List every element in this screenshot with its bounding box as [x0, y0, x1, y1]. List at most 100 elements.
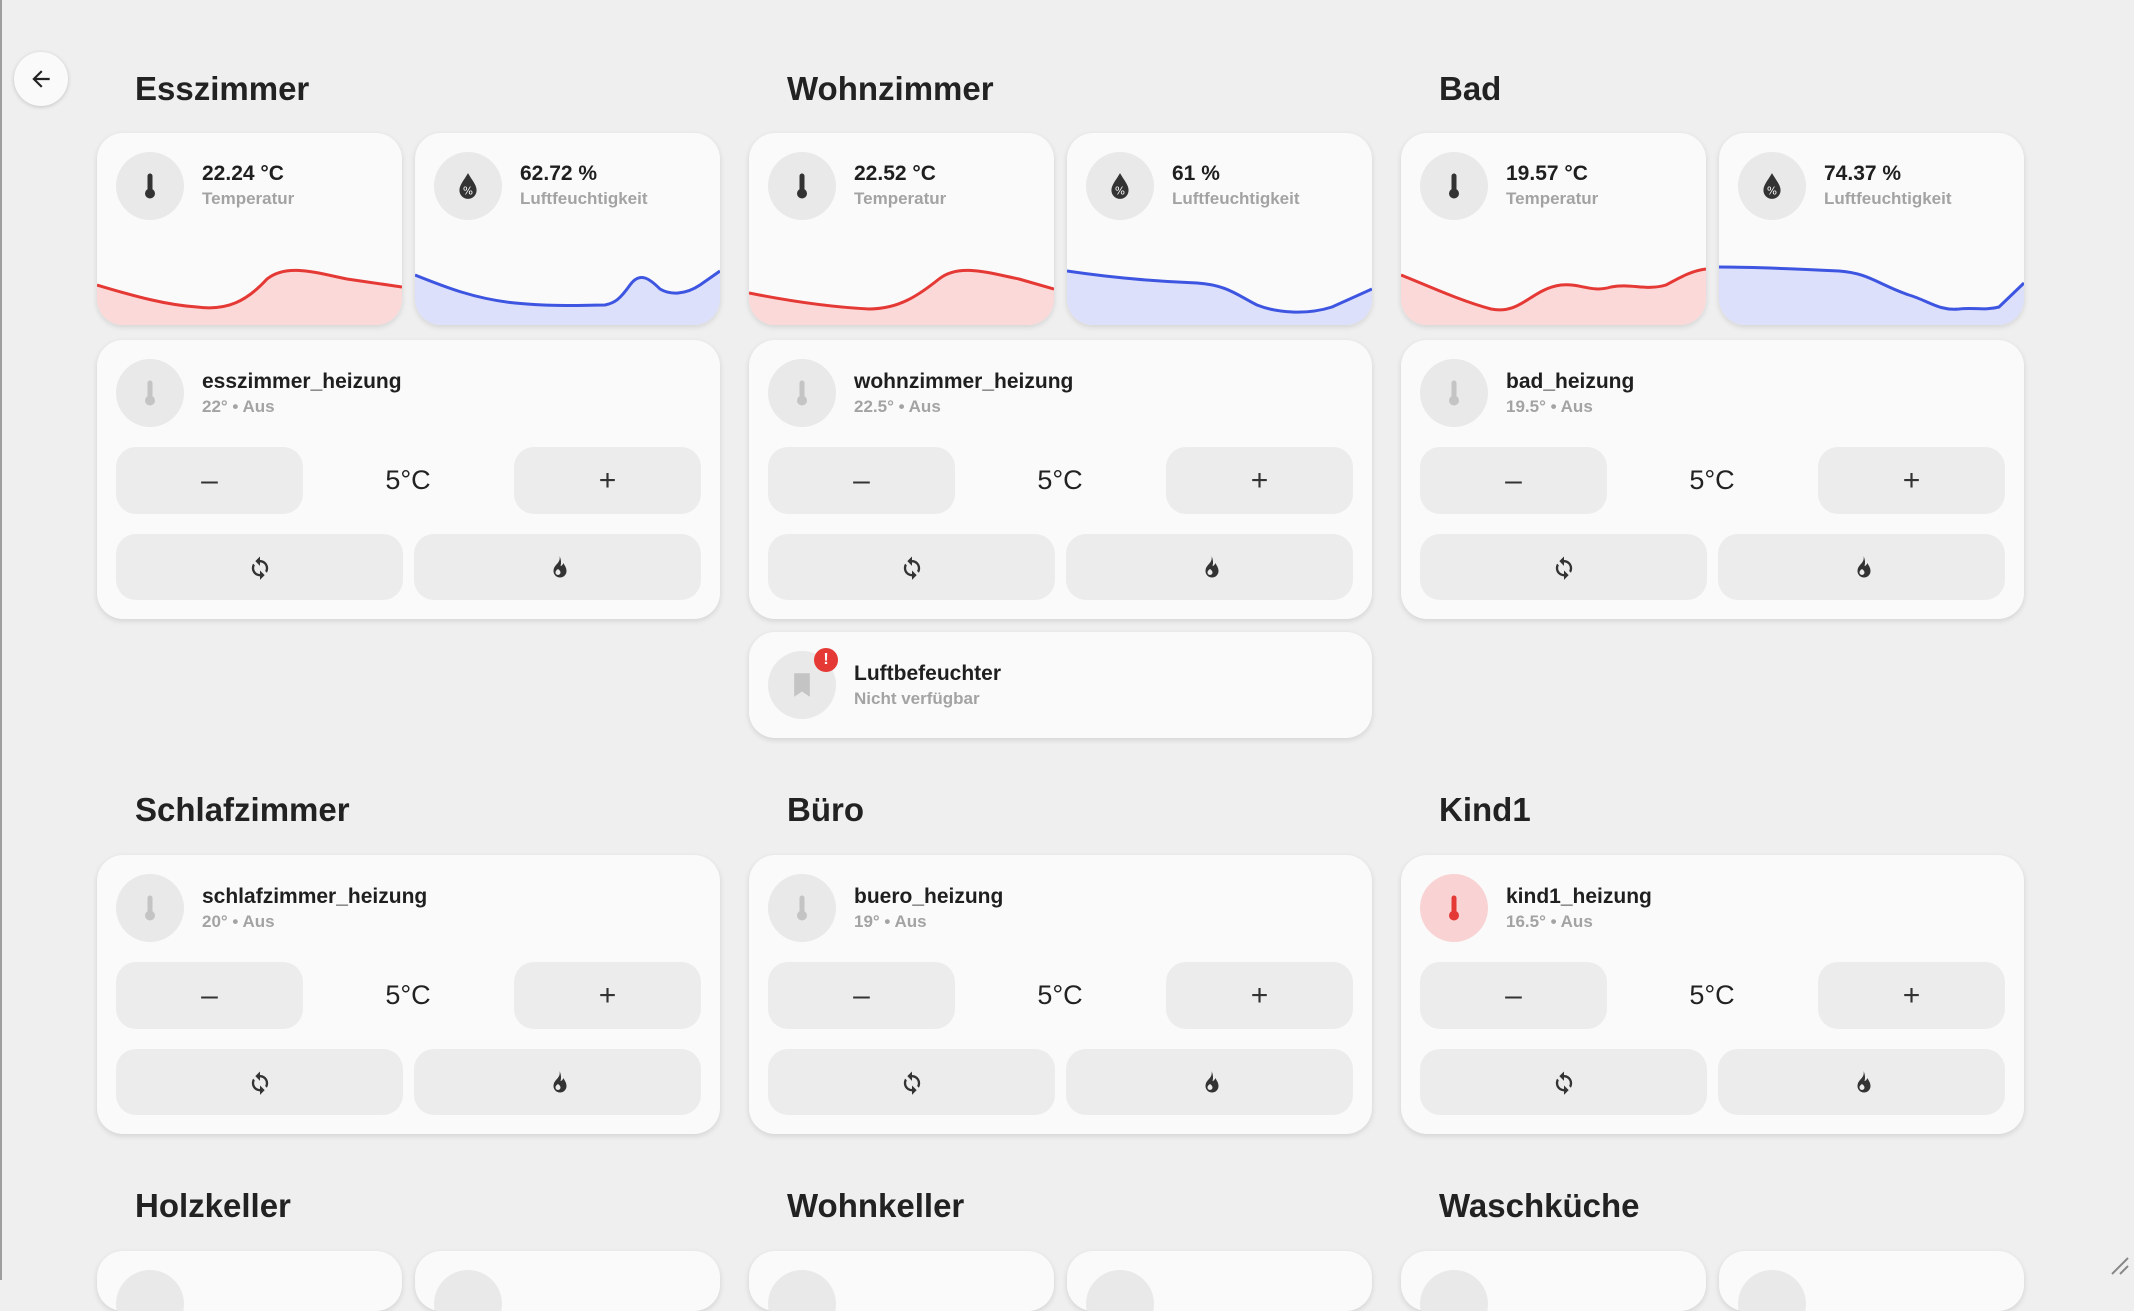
humidity-sparkline	[1067, 269, 1372, 325]
mode-auto-button[interactable]	[116, 534, 403, 600]
mode-auto-button[interactable]	[768, 1049, 1055, 1115]
increase-button[interactable]: +	[1166, 962, 1353, 1029]
decrease-button[interactable]: –	[1420, 447, 1607, 514]
thermostat-card-wohnzimmer[interactable]: wohnzimmer_heizung 22.5° • Aus – 5°C +	[749, 340, 1372, 619]
refresh-icon	[1555, 556, 1572, 580]
back-button[interactable]	[14, 52, 68, 106]
thermometer-icon	[116, 359, 184, 427]
thermostat-state: 19° • Aus	[854, 912, 927, 931]
thermostat-state: 22° • Aus	[202, 397, 275, 416]
wohnkeller-sensor-card[interactable]	[1067, 1251, 1372, 1311]
thermometer-icon	[768, 874, 836, 942]
temperature-sensor-card[interactable]: 22.52 °C Temperatur	[749, 133, 1054, 325]
mode-auto-button[interactable]	[768, 534, 1055, 600]
target-temperature: 5°C	[385, 980, 431, 1010]
waschkueche-sensor-card[interactable]	[1719, 1251, 2024, 1311]
increase-button[interactable]: +	[514, 447, 701, 514]
holzkeller-sensor-card[interactable]	[97, 1251, 402, 1311]
holzkeller-sensor-card[interactable]	[415, 1251, 720, 1311]
fire-icon	[1205, 556, 1218, 578]
thermostat-card-buero[interactable]: buero_heizung 19° • Aus – 5°C +	[749, 855, 1372, 1134]
humidity-sparkline	[415, 269, 720, 325]
thermometer-icon	[768, 152, 836, 220]
water-percent-icon: %	[1738, 152, 1806, 220]
fire-icon	[1857, 556, 1870, 578]
decrease-button[interactable]: –	[1420, 962, 1607, 1029]
humidity-sparkline	[1719, 265, 2024, 325]
refresh-icon	[1555, 1071, 1572, 1095]
thermostat-card-bad[interactable]: bad_heizung 19.5° • Aus – 5°C +	[1401, 340, 2024, 619]
window-left-edge	[0, 0, 2, 1280]
mode-heat-button[interactable]	[1718, 534, 2005, 600]
fire-icon	[1205, 1071, 1218, 1093]
mode-auto-button[interactable]	[1420, 1049, 1707, 1115]
minus-label: –	[853, 463, 870, 497]
thermostat-name: bad_heizung	[1506, 370, 1635, 393]
fire-icon	[553, 556, 566, 578]
sensor-value: 22.24 °C	[202, 162, 284, 185]
thermostat-state: 16.5° • Aus	[1506, 912, 1593, 931]
mode-auto-button[interactable]	[116, 1049, 403, 1115]
refresh-icon	[903, 1071, 920, 1095]
temperature-sparkline	[1401, 267, 1706, 325]
refresh-icon	[251, 556, 268, 580]
target-temperature: 5°C	[385, 465, 431, 495]
refresh-icon	[251, 1071, 268, 1095]
humidity-sensor-card[interactable]: % 62.72 % Luftfeuchtigkeit	[415, 133, 720, 325]
plus-label: +	[1902, 978, 1921, 1012]
increase-button[interactable]: +	[514, 962, 701, 1029]
wohnkeller-sensor-card[interactable]	[749, 1251, 1054, 1311]
plus-label: +	[598, 463, 617, 497]
temperature-sensor-card[interactable]: 22.24 °C Temperatur	[97, 133, 402, 325]
target-temperature: 5°C	[1037, 465, 1083, 495]
svg-text:%: %	[1115, 185, 1125, 198]
temperature-sensor-card[interactable]: 19.57 °C Temperatur	[1401, 133, 1706, 325]
sensor-value: 19.57 °C	[1506, 162, 1588, 185]
thermostat-name: buero_heizung	[854, 885, 1004, 908]
increase-button[interactable]: +	[1166, 447, 1353, 514]
humidity-sensor-card[interactable]: % 74.37 % Luftfeuchtigkeit	[1719, 133, 2024, 325]
increase-button[interactable]: +	[1818, 447, 2005, 514]
mode-auto-button[interactable]	[1420, 534, 1707, 600]
fire-icon	[553, 1071, 566, 1093]
thermometer-icon	[1420, 359, 1488, 427]
mode-heat-button[interactable]	[1718, 1049, 2005, 1115]
decrease-button[interactable]: –	[768, 962, 955, 1029]
thermostat-name: kind1_heizung	[1506, 885, 1652, 908]
thermometer-icon	[116, 1270, 184, 1311]
section-title-wohnzimmer: Wohnzimmer	[787, 70, 994, 107]
section-title-esszimmer: Esszimmer	[135, 70, 310, 107]
water-percent-icon: %	[434, 152, 502, 220]
device-name: Luftbefeuchter	[854, 662, 1001, 685]
sensor-value: 74.37 %	[1824, 162, 1902, 185]
thermostat-card-esszimmer[interactable]: esszimmer_heizung 22° • Aus – 5°C +	[97, 340, 720, 619]
section-title-wohnkeller: Wohnkeller	[787, 1187, 965, 1224]
mode-heat-button[interactable]	[1066, 534, 1353, 600]
target-temperature: 5°C	[1037, 980, 1083, 1010]
waschkueche-sensor-card[interactable]	[1401, 1251, 1706, 1311]
increase-button[interactable]: +	[1818, 962, 2005, 1029]
resize-grip-icon[interactable]	[2104, 1250, 2130, 1276]
svg-text:%: %	[1767, 185, 1777, 198]
minus-label: –	[201, 978, 218, 1012]
thermostat-card-kind1[interactable]: kind1_heizung 16.5° • Aus – 5°C +	[1401, 855, 2024, 1134]
decrease-button[interactable]: –	[768, 447, 955, 514]
sensor-label: Temperatur	[202, 189, 295, 208]
decrease-button[interactable]: –	[116, 962, 303, 1029]
thermostat-card-schlafzimmer[interactable]: schlafzimmer_heizung 20° • Aus – 5°C +	[97, 855, 720, 1134]
thermostat-name: wohnzimmer_heizung	[854, 370, 1074, 393]
minus-label: –	[1505, 978, 1522, 1012]
thermostat-name: schlafzimmer_heizung	[202, 885, 428, 908]
plus-label: +	[1902, 463, 1921, 497]
humidifier-card[interactable]: ! Luftbefeuchter Nicht verfügbar	[749, 632, 1372, 738]
mode-heat-button[interactable]	[414, 1049, 701, 1115]
temperature-sparkline	[97, 268, 402, 325]
mode-heat-button[interactable]	[1066, 1049, 1353, 1115]
sensor-label: Temperatur	[854, 189, 947, 208]
sensor-value: 61 %	[1172, 162, 1220, 185]
decrease-button[interactable]: –	[116, 447, 303, 514]
minus-label: –	[853, 978, 870, 1012]
sensor-value: 62.72 %	[520, 162, 598, 185]
mode-heat-button[interactable]	[414, 534, 701, 600]
humidity-sensor-card[interactable]: % 61 % Luftfeuchtigkeit	[1067, 133, 1372, 325]
